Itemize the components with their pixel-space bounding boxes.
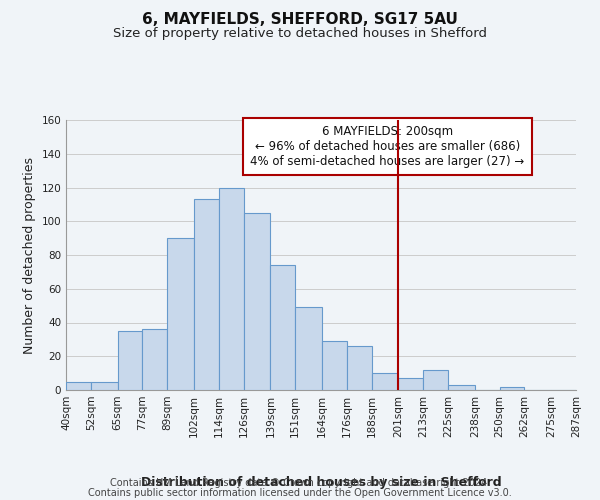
Bar [371, 373, 398, 390]
Bar [398, 378, 423, 390]
Text: Size of property relative to detached houses in Shefford: Size of property relative to detached ho… [113, 28, 487, 40]
Bar [322, 341, 347, 390]
Bar [347, 346, 371, 390]
Bar [118, 331, 142, 390]
Text: Contains HM Land Registry data © Crown copyright and database right 2024.: Contains HM Land Registry data © Crown c… [110, 478, 490, 488]
Bar [448, 385, 475, 390]
Bar [194, 200, 219, 390]
Bar [295, 308, 322, 390]
Bar [219, 188, 244, 390]
X-axis label: Distribution of detached houses by size in Shefford: Distribution of detached houses by size … [140, 476, 502, 489]
Bar [423, 370, 448, 390]
Bar [500, 386, 524, 390]
Bar [271, 265, 295, 390]
Bar [142, 329, 167, 390]
Text: 6, MAYFIELDS, SHEFFORD, SG17 5AU: 6, MAYFIELDS, SHEFFORD, SG17 5AU [142, 12, 458, 28]
Bar [91, 382, 118, 390]
Y-axis label: Number of detached properties: Number of detached properties [23, 156, 36, 354]
Text: 6 MAYFIELDS: 200sqm
← 96% of detached houses are smaller (686)
4% of semi-detach: 6 MAYFIELDS: 200sqm ← 96% of detached ho… [250, 126, 524, 168]
Text: Contains public sector information licensed under the Open Government Licence v3: Contains public sector information licen… [88, 488, 512, 498]
Bar [244, 213, 271, 390]
Bar [167, 238, 194, 390]
Bar [66, 382, 91, 390]
